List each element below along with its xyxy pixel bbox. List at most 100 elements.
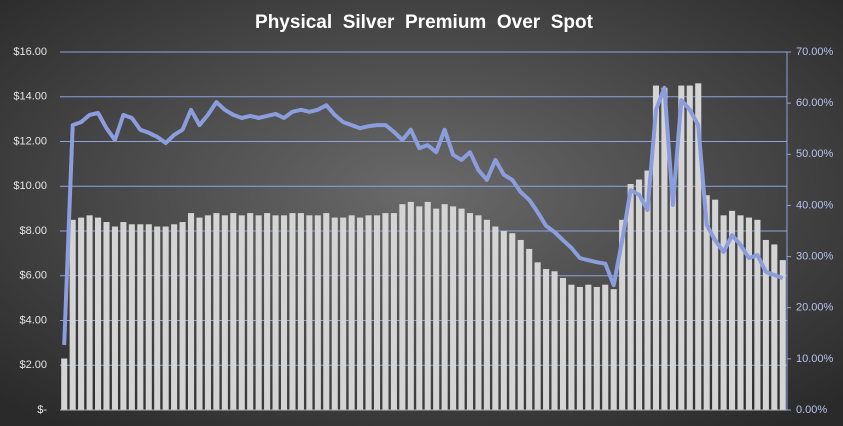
bar (534, 262, 541, 410)
bar (568, 284, 575, 410)
bar (61, 358, 68, 410)
bar (466, 213, 474, 410)
bar (509, 233, 516, 410)
bar (154, 226, 161, 410)
bar (69, 219, 76, 410)
bar (187, 213, 195, 410)
bar (619, 219, 626, 410)
bar (204, 215, 211, 410)
bar (179, 222, 186, 410)
bar (644, 170, 651, 410)
bar (145, 224, 152, 410)
y-tick-label: $12.00 (13, 135, 47, 147)
y-tick-label: $- (37, 404, 47, 416)
y-tick-label: $4.00 (19, 314, 47, 326)
bar (357, 217, 364, 410)
bar (686, 85, 693, 410)
bar (441, 204, 448, 410)
y-tick-label: $16.00 (13, 46, 47, 58)
bar (340, 217, 347, 410)
bar (610, 289, 617, 410)
bar (720, 215, 727, 410)
bar (602, 284, 609, 410)
bar (221, 215, 228, 410)
bar (373, 215, 381, 410)
y-tick-label: $2.00 (19, 359, 47, 371)
bar (652, 85, 660, 410)
y2-tick-label: 40.00% (796, 199, 834, 211)
bar (424, 201, 431, 410)
bar (306, 215, 313, 410)
bar (627, 184, 634, 410)
bar (543, 269, 550, 410)
bar (137, 224, 144, 410)
bar (492, 226, 499, 410)
bar (754, 219, 761, 410)
bar (399, 204, 406, 410)
bar (111, 226, 118, 410)
bar (238, 215, 245, 410)
bar (678, 85, 685, 410)
bar (762, 239, 769, 410)
bar (103, 222, 110, 410)
bar (593, 286, 600, 410)
bar (475, 215, 482, 410)
bar (247, 213, 254, 410)
line (62, 85, 784, 346)
bar (86, 215, 93, 410)
bar (297, 213, 304, 410)
bar (483, 219, 490, 410)
bar (348, 215, 355, 410)
bar (314, 215, 321, 410)
bar (365, 215, 372, 410)
y-tick-label: $6.00 (19, 270, 47, 282)
bar (745, 217, 753, 410)
bar (94, 217, 102, 410)
bar (162, 226, 169, 410)
bar (255, 215, 262, 410)
bar (737, 215, 744, 410)
bar (450, 206, 457, 410)
bar (636, 179, 643, 410)
bar (500, 231, 507, 410)
y2-tick-label: 70.00% (796, 46, 834, 58)
y-tick-label: $8.00 (19, 225, 47, 237)
y2-tick-label: 30.00% (796, 250, 834, 262)
bar (213, 213, 220, 410)
bar (771, 244, 778, 410)
bar (230, 213, 237, 410)
bar (669, 179, 676, 410)
bar (517, 239, 524, 410)
y-tick-label: $10.00 (13, 180, 47, 192)
bar (272, 215, 279, 410)
bar (433, 208, 440, 410)
bar (712, 199, 719, 410)
bar (458, 208, 465, 410)
chart-title: Physical Silver Premium Over Spot (255, 12, 594, 33)
y2-tick-label: 20.00% (796, 302, 834, 314)
bar (331, 217, 338, 410)
bar (661, 87, 668, 411)
y2-tick-label: 10.00% (796, 353, 834, 365)
bar (196, 217, 203, 410)
bar (280, 215, 288, 410)
bar (526, 248, 533, 410)
bar (416, 206, 423, 410)
bar (264, 213, 271, 410)
bar (779, 260, 786, 410)
y2-tick-label: 50.00% (796, 148, 834, 160)
bar (382, 213, 389, 410)
bar (390, 213, 397, 410)
bar (703, 195, 710, 410)
bar (120, 222, 127, 410)
bar (695, 83, 702, 410)
y2-tick-label: 60.00% (796, 97, 834, 109)
bar (128, 224, 135, 410)
bar (323, 213, 330, 410)
bar (171, 224, 178, 410)
bar (289, 213, 296, 410)
bar (585, 284, 592, 410)
bar (559, 277, 567, 410)
bar (576, 286, 583, 410)
